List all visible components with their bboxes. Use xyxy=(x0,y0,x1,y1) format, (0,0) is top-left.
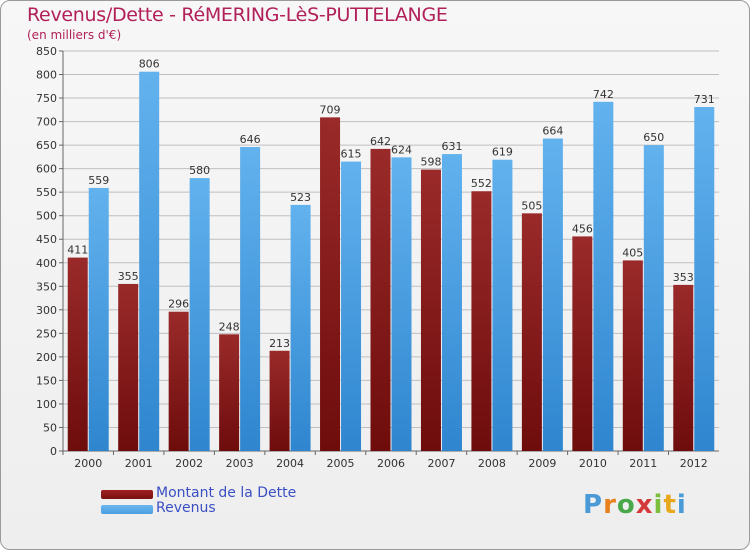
legend-swatch-revenue xyxy=(101,505,153,514)
bar-debt xyxy=(219,334,240,451)
x-tick-label: 2009 xyxy=(528,457,556,470)
bar-revenue xyxy=(593,101,614,451)
data-label-debt: 456 xyxy=(572,222,593,235)
data-label-debt: 296 xyxy=(168,298,189,311)
bar-debt xyxy=(320,117,341,452)
y-tick-label: 600 xyxy=(36,163,57,176)
x-tick-label: 2012 xyxy=(680,457,708,470)
bar-debt xyxy=(168,311,189,451)
x-tick-label: 2000 xyxy=(74,457,102,470)
y-tick-label: 100 xyxy=(36,398,57,411)
data-label-debt: 505 xyxy=(521,199,542,212)
data-label-revenue: 806 xyxy=(139,58,160,71)
bar-debt xyxy=(67,257,88,451)
data-label-debt: 405 xyxy=(622,246,643,259)
data-label-revenue: 646 xyxy=(240,133,261,146)
legend-swatch-debt xyxy=(101,490,153,499)
y-tick-label: 700 xyxy=(36,116,57,129)
bar-revenue xyxy=(441,154,462,451)
y-tick-label: 500 xyxy=(36,210,57,223)
data-label-debt: 248 xyxy=(219,320,240,333)
bar-revenue xyxy=(240,147,261,451)
bar-debt xyxy=(118,283,139,451)
data-label-revenue: 742 xyxy=(593,88,614,101)
bar-debt xyxy=(622,260,643,451)
bar-debt xyxy=(420,169,441,451)
bar-debt xyxy=(370,148,391,451)
bar-revenue xyxy=(492,159,513,452)
data-label-revenue: 523 xyxy=(290,191,311,204)
data-label-debt: 355 xyxy=(118,270,139,283)
x-tick-label: 2005 xyxy=(327,457,355,470)
x-tick-label: 2003 xyxy=(226,457,254,470)
data-label-revenue: 615 xyxy=(341,148,362,161)
bar-revenue xyxy=(341,161,362,451)
x-tick-label: 2004 xyxy=(276,457,304,470)
bar-debt xyxy=(521,213,542,451)
data-label-revenue: 580 xyxy=(189,164,210,177)
data-label-revenue: 624 xyxy=(391,143,412,156)
y-tick-label: 850 xyxy=(36,45,57,58)
data-label-debt: 213 xyxy=(269,337,290,350)
x-tick-label: 2010 xyxy=(579,457,607,470)
y-tick-label: 750 xyxy=(36,92,57,105)
data-label-revenue: 731 xyxy=(694,93,715,106)
x-tick-label: 2002 xyxy=(175,457,203,470)
data-label-debt: 598 xyxy=(420,156,441,169)
data-label-debt: 642 xyxy=(370,135,391,148)
y-tick-label: 250 xyxy=(36,327,57,340)
bar-revenue xyxy=(139,71,160,452)
chart-title: Revenus/Dette - RéMERING-LèS-PUTTELANGE xyxy=(27,4,448,26)
bar-debt xyxy=(471,191,492,451)
y-tick-label: 200 xyxy=(36,351,57,364)
x-tick-label: 2006 xyxy=(377,457,405,470)
proxiti-logo: Proxiti xyxy=(583,490,687,520)
bar-revenue xyxy=(643,145,664,451)
data-label-debt: 552 xyxy=(471,177,492,190)
bar-debt xyxy=(269,350,290,451)
data-label-debt: 709 xyxy=(320,103,341,116)
bar-revenue xyxy=(290,204,311,451)
y-tick-label: 400 xyxy=(36,257,57,270)
bar-revenue xyxy=(694,107,715,451)
legend-label-debt: Montant de la Dette xyxy=(156,485,297,501)
bar-revenue xyxy=(189,178,210,451)
y-tick-label: 150 xyxy=(36,374,57,387)
data-label-revenue: 559 xyxy=(88,174,109,187)
data-label-revenue: 619 xyxy=(492,146,513,159)
x-tick-label: 2007 xyxy=(427,457,455,470)
data-label-revenue: 631 xyxy=(441,140,462,153)
x-tick-label: 2008 xyxy=(478,457,506,470)
chart-subtitle: (en milliers d'€) xyxy=(27,28,122,42)
x-tick-label: 2011 xyxy=(629,457,657,470)
bar-debt xyxy=(572,236,593,451)
y-tick-label: 0 xyxy=(50,445,57,458)
legend-label-revenue: Revenus xyxy=(156,500,216,516)
y-tick-label: 300 xyxy=(36,304,57,317)
bar-revenue xyxy=(542,138,563,451)
data-label-debt: 353 xyxy=(673,271,694,284)
data-label-revenue: 650 xyxy=(643,131,664,144)
bar-revenue xyxy=(391,157,412,451)
y-tick-label: 800 xyxy=(36,69,57,82)
y-tick-label: 50 xyxy=(43,421,57,434)
bar-debt xyxy=(673,284,694,451)
bar-revenue xyxy=(88,187,109,452)
y-tick-label: 350 xyxy=(36,280,57,293)
y-tick-label: 650 xyxy=(36,139,57,152)
data-label-debt: 411 xyxy=(67,244,88,257)
y-tick-label: 550 xyxy=(36,186,57,199)
y-tick-label: 450 xyxy=(36,233,57,246)
data-label-revenue: 664 xyxy=(542,125,563,138)
x-tick-label: 2001 xyxy=(125,457,153,470)
